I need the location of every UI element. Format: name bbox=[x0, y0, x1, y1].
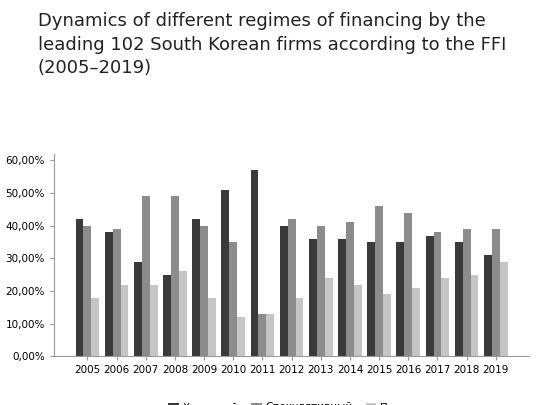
Bar bbox=[346, 222, 354, 356]
Bar bbox=[76, 219, 84, 356]
Bar bbox=[200, 226, 208, 356]
Bar bbox=[463, 229, 470, 356]
Bar bbox=[383, 294, 391, 356]
Bar bbox=[84, 226, 91, 356]
Bar bbox=[150, 285, 158, 356]
Bar bbox=[280, 226, 288, 356]
Text: Dynamics of different regimes of financing by the
leading 102 South Korean firms: Dynamics of different regimes of financi… bbox=[38, 12, 506, 77]
Bar bbox=[237, 317, 245, 356]
Bar bbox=[500, 262, 508, 356]
Bar bbox=[192, 219, 200, 356]
Bar bbox=[259, 314, 266, 356]
Bar bbox=[470, 275, 478, 356]
Bar bbox=[221, 190, 229, 356]
Bar bbox=[484, 255, 492, 356]
Bar bbox=[266, 314, 274, 356]
Bar bbox=[295, 298, 303, 356]
Bar bbox=[251, 170, 259, 356]
Bar bbox=[455, 242, 463, 356]
Bar bbox=[354, 285, 362, 356]
Bar bbox=[412, 288, 420, 356]
Bar bbox=[375, 206, 383, 356]
Bar bbox=[120, 285, 129, 356]
Bar bbox=[317, 226, 325, 356]
Bar bbox=[325, 278, 333, 356]
Bar bbox=[208, 298, 216, 356]
Bar bbox=[91, 298, 99, 356]
Bar bbox=[113, 229, 120, 356]
Legend: Хеджевой, Спекулятивный, Понци: Хеджевой, Спекулятивный, Понци bbox=[164, 398, 419, 405]
Bar bbox=[309, 239, 317, 356]
Bar bbox=[179, 271, 187, 356]
Bar bbox=[404, 213, 412, 356]
Bar bbox=[492, 229, 500, 356]
Bar bbox=[230, 242, 237, 356]
Bar bbox=[134, 262, 142, 356]
Bar bbox=[434, 232, 441, 356]
Bar bbox=[441, 278, 449, 356]
Bar bbox=[338, 239, 346, 356]
Bar bbox=[163, 275, 171, 356]
Bar bbox=[396, 242, 404, 356]
Bar bbox=[426, 236, 434, 356]
Bar bbox=[105, 232, 113, 356]
Bar bbox=[367, 242, 375, 356]
Bar bbox=[171, 196, 179, 356]
Bar bbox=[142, 196, 150, 356]
Bar bbox=[288, 219, 295, 356]
